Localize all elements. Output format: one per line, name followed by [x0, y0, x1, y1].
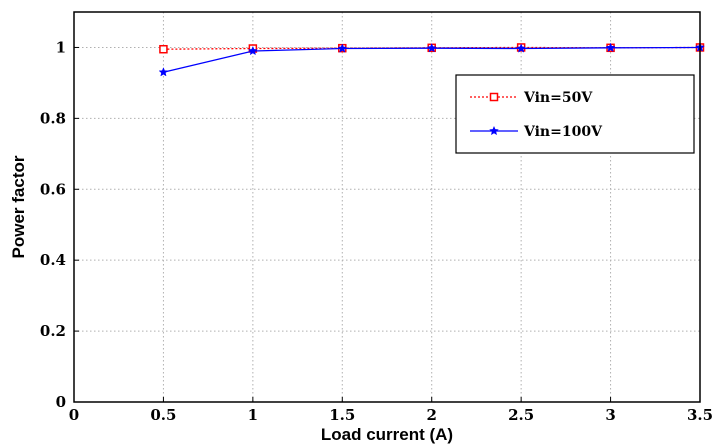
axis-ticks [73, 46, 701, 403]
series-layer [158, 42, 705, 77]
x-tick-label: 0 [69, 406, 79, 424]
data-point-star [605, 42, 616, 52]
grid-lines [74, 12, 700, 402]
data-point-star [158, 67, 169, 77]
data-point-square [489, 92, 499, 102]
y-tick-label: 0.4 [40, 251, 66, 269]
legend-label: Vin=50V [523, 90, 593, 106]
data-point-star [337, 43, 348, 53]
legend-label: Vin=100V [523, 124, 603, 140]
x-tick-label: 0.5 [150, 406, 176, 424]
data-point-star [489, 125, 499, 136]
x-tick-label: 1 [248, 406, 258, 424]
y-tick-label: 0.6 [40, 180, 66, 198]
data-point-star [426, 42, 437, 53]
y-tick-label: 0 [56, 393, 66, 411]
x-tick-label: 3 [605, 406, 615, 424]
y-tick-label: 0.2 [40, 322, 66, 340]
data-point-star [516, 43, 527, 53]
x-axis-title: Load current (A) [321, 425, 453, 444]
x-tick-label: 2.5 [508, 406, 534, 424]
plot-frame [73, 11, 701, 403]
tick-labels: 0 0.5 1 1.5 2 2.5 3 3.5 0 0.2 0.4 0.6 0.8 1 [40, 38, 712, 424]
data-point-square [159, 44, 168, 54]
x-tick-label: 2 [426, 406, 436, 424]
y-axis-title: Power factor [9, 155, 28, 258]
legend-box [455, 74, 695, 154]
data-point-star [247, 45, 258, 56]
x-tick-label: 1.5 [329, 406, 355, 424]
y-tick-label: 1 [56, 38, 66, 56]
y-tick-label: 0.8 [40, 109, 66, 127]
x-tick-label: 3.5 [687, 406, 712, 424]
legend: Vin=50V Vin=100V [455, 74, 695, 154]
